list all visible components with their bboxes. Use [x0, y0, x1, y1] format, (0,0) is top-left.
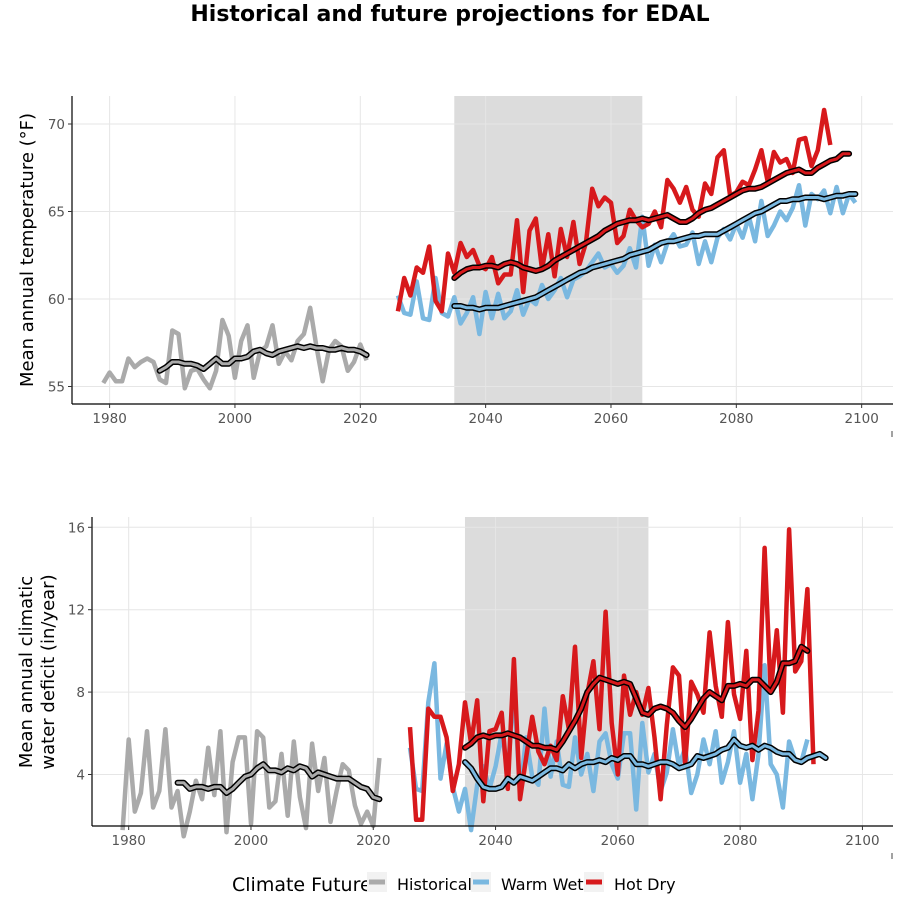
y-tick-label-60: 60 — [48, 292, 65, 308]
y-tick-label-70: 70 — [48, 117, 65, 133]
panel-water-deficit: 1980 2000 2020 2040 2060 2080 2100 4 8 12 16 Mean … — [16, 517, 893, 859]
y-axis-title-deficit: Mean annual climatic water deficit (in/y… — [16, 574, 59, 769]
x-tick-label-2060: 2060 — [601, 833, 635, 849]
y-tick-label-55: 55 — [48, 380, 65, 396]
chart-title: Historical and future projections for ED… — [190, 2, 709, 27]
y-tick-label-4: 4 — [76, 768, 85, 784]
x-tick-label-1980: 1980 — [112, 833, 146, 849]
y-axis-title-deficit-line-2: water deficit (in/year) — [38, 574, 59, 769]
x-tick-label-2000: 2000 — [218, 411, 252, 427]
x-tick-label-2100: 2100 — [845, 833, 879, 849]
x-tick-label-2100: 2100 — [844, 411, 878, 427]
historical-smooth-line — [158, 344, 369, 373]
x-tick-label-2020: 2020 — [356, 833, 390, 849]
x-tick-label-2080: 2080 — [723, 833, 757, 849]
legend: Climate Future Historical Warm Wet Hot D… — [232, 872, 676, 896]
y-tick-label-8: 8 — [76, 685, 85, 701]
y-tick-label-16: 16 — [68, 520, 85, 536]
legend-label-historical: Historical — [397, 875, 472, 894]
x-tick-label-2040: 2040 — [468, 411, 502, 427]
legend-entry-hot-dry: Hot Dry — [584, 872, 676, 894]
x-tick-label-2060: 2060 — [594, 411, 628, 427]
legend-label-hot-dry: Hot Dry — [614, 875, 676, 894]
warm-wet-annual-line — [407, 661, 810, 833]
historical-smooth-line — [176, 762, 381, 801]
x-tick-label-1980: 1980 — [92, 411, 126, 427]
shaded-period — [454, 96, 643, 404]
y-axis-title-deficit-line-1: Mean annual climatic — [16, 576, 37, 768]
warm-wet-smooth-line — [452, 192, 857, 311]
hot-dry-smooth-line — [463, 645, 809, 752]
x-tick-label-2040: 2040 — [478, 833, 512, 849]
hot-dry-smooth-line — [452, 152, 851, 280]
historical-annual-line — [120, 726, 382, 839]
x-tick-label-2020: 2020 — [343, 411, 377, 427]
y-axis-title-temperature: Mean annual temperature (°F) — [17, 113, 38, 387]
panel-temperature: 1980 2000 2020 2040 2060 2080 2100 55 60 65 70 Mea… — [17, 96, 893, 437]
historical-annual-line — [101, 305, 369, 391]
legend-entry-warm-wet: Warm Wet — [471, 872, 584, 894]
x-tick-label-2080: 2080 — [719, 411, 753, 427]
y-tick-label-12: 12 — [68, 603, 85, 619]
x-tick-label-2000: 2000 — [234, 833, 268, 849]
legend-label-warm-wet: Warm Wet — [501, 875, 584, 894]
legend-entry-historical: Historical — [367, 872, 472, 894]
hot-dry-annual-line — [407, 527, 816, 823]
legend-title: Climate Future — [232, 874, 372, 896]
y-tick-label-65: 65 — [48, 205, 65, 221]
warm-wet-smooth-line — [463, 738, 828, 791]
